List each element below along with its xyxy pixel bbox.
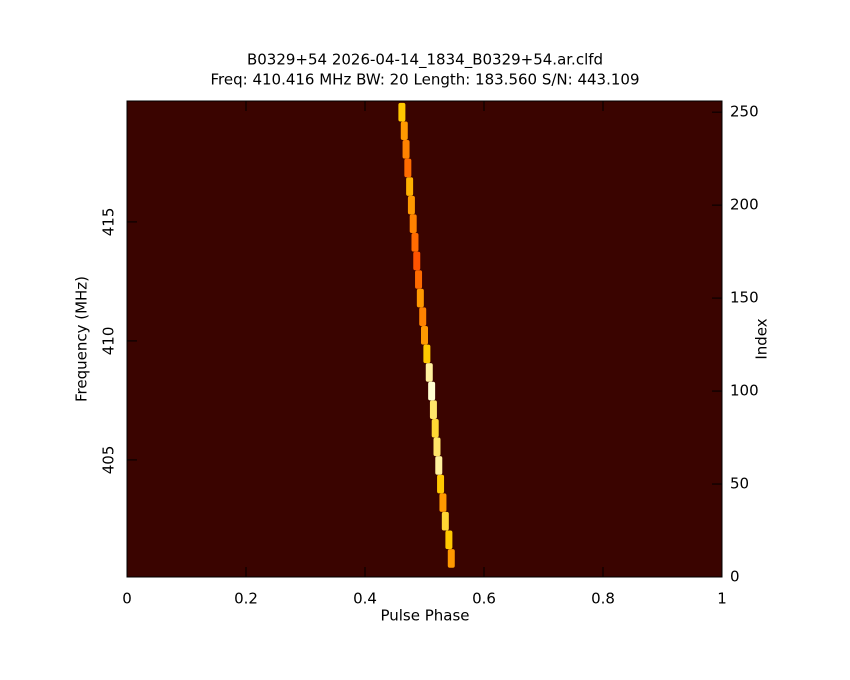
heatmap-cell (447, 549, 455, 568)
y2-axis-label: Index (753, 318, 771, 359)
x-tick-label: 0.2 (234, 590, 258, 608)
y2-tick-label: 200 (730, 196, 759, 214)
heatmap-cell (402, 140, 410, 159)
x-tick-label: 0.4 (353, 590, 377, 608)
heatmap-cell (404, 158, 412, 178)
heatmap-cell (419, 307, 427, 326)
heatmap-cell (441, 511, 449, 531)
heatmap-cell (415, 270, 423, 289)
heatmap-cell (423, 344, 431, 364)
heatmap-cell (437, 474, 445, 494)
heatmap-cell (428, 381, 436, 401)
y-tick-label: 410 (100, 327, 118, 356)
x-tick-label: 1 (717, 590, 727, 608)
y-axis-label: Frequency (MHz) (73, 276, 91, 402)
heatmap-cell (435, 456, 443, 475)
y-tick-label: 405 (100, 446, 118, 475)
heatmap-cell (439, 493, 447, 512)
plot-frame (126, 100, 723, 578)
chart-subtitle: Freq: 410.416 MHz BW: 20 Length: 183.560… (211, 71, 640, 89)
heatmap-cell (425, 363, 433, 382)
y2-tick-label: 50 (730, 475, 749, 493)
heatmap-cell (416, 288, 424, 308)
x-tick-label: 0.6 (472, 590, 496, 608)
y2-tick-label: 100 (730, 382, 759, 400)
chart-title: B0329+54 2026-04-14_1834_B0329+54.ar.clf… (247, 51, 603, 70)
heatmap-cell (400, 121, 408, 141)
x-axis-label: Pulse Phase (380, 607, 469, 625)
y2-tick-label: 250 (730, 103, 759, 121)
heatmap-cell (411, 233, 419, 252)
heatmap-cell (398, 102, 406, 122)
y2-tick-label: 150 (730, 289, 759, 307)
heatmap-cell (421, 325, 428, 345)
heatmap-cell (409, 214, 417, 234)
y-tick-label: 415 (100, 208, 118, 237)
x-tick-label: 0 (122, 590, 132, 608)
heatmap-cell (429, 400, 437, 419)
heatmap-cell (433, 437, 441, 457)
heatmap-cell (445, 530, 453, 550)
y2-tick-label: 0 (730, 568, 740, 586)
heatmap-cell (407, 195, 415, 215)
heatmap-cell (413, 251, 421, 271)
heatmap-cell (431, 418, 439, 438)
heatmap-cell (406, 177, 414, 196)
x-tick-label: 0.8 (591, 590, 615, 608)
